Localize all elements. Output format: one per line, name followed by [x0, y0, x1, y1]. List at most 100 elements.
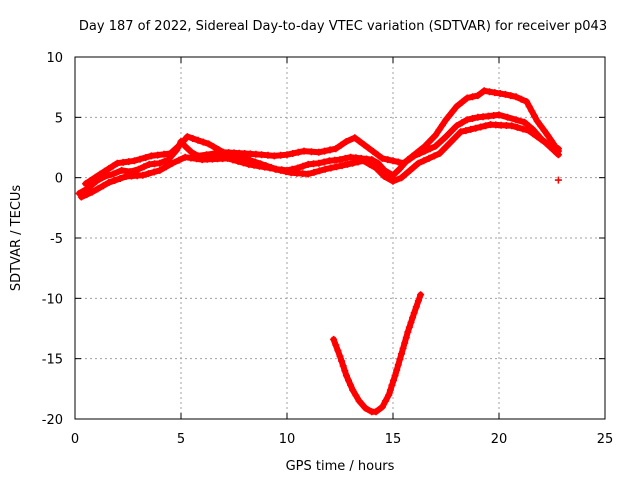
data-point — [405, 323, 413, 331]
data-point — [172, 145, 180, 153]
data-point — [446, 111, 453, 119]
data-point — [304, 170, 312, 178]
data-point — [154, 151, 162, 159]
data-point — [118, 166, 126, 174]
data-point — [224, 154, 232, 162]
data-point — [410, 309, 418, 317]
data-point — [366, 160, 374, 168]
data-point — [463, 116, 471, 124]
data-point — [542, 139, 550, 147]
data-point — [351, 134, 359, 142]
data-point — [342, 372, 350, 380]
data-point — [398, 350, 405, 358]
data-point — [523, 98, 531, 106]
data-point — [382, 397, 390, 405]
data-point — [425, 154, 433, 162]
data-point — [546, 143, 554, 151]
data-point — [520, 118, 528, 126]
data-point — [136, 155, 144, 163]
data-point — [402, 170, 410, 178]
data-point — [453, 131, 461, 139]
data-point — [359, 157, 367, 165]
data-point — [355, 397, 363, 405]
data-point — [365, 144, 373, 152]
data-point — [554, 176, 562, 184]
data-point — [96, 170, 104, 178]
data-point — [443, 142, 451, 150]
data-point — [83, 191, 91, 199]
data-point — [320, 158, 328, 166]
data-point — [258, 151, 266, 159]
data-point — [426, 145, 434, 153]
data-point — [372, 408, 380, 416]
data-point — [407, 319, 415, 326]
data-point — [457, 128, 465, 136]
data-point — [386, 386, 394, 394]
data-point — [537, 122, 545, 130]
data-point — [229, 156, 237, 164]
data-point — [99, 182, 107, 190]
data-point — [368, 156, 376, 164]
y-axis-label: SDTVAR / TECUs — [9, 185, 24, 292]
data-point — [420, 157, 428, 165]
data-point — [533, 117, 541, 125]
data-point — [446, 139, 454, 147]
data-point — [336, 352, 344, 360]
data-point — [283, 151, 291, 159]
data-point — [414, 159, 422, 167]
data-point — [332, 341, 340, 349]
data-point — [105, 179, 113, 186]
data-point — [385, 391, 393, 399]
data-point — [343, 160, 351, 168]
data-points-layer — [75, 87, 562, 416]
data-point — [94, 185, 102, 193]
series-upper-spread — [82, 87, 562, 188]
data-point — [424, 139, 432, 147]
data-point — [337, 141, 345, 149]
data-point — [349, 386, 357, 394]
data-point — [435, 126, 443, 134]
data-point — [234, 157, 242, 165]
data-point — [164, 156, 172, 164]
data-point — [436, 150, 444, 157]
data-point — [199, 138, 207, 146]
data-point — [544, 131, 552, 139]
data-point — [369, 148, 377, 155]
data-point — [389, 171, 397, 179]
data-point — [540, 127, 548, 135]
data-point — [82, 180, 90, 188]
data-point — [507, 92, 515, 100]
data-point — [486, 88, 493, 96]
data-point — [508, 122, 516, 130]
y-tick-label: -5 — [50, 232, 63, 247]
data-point — [453, 122, 461, 130]
data-point — [264, 151, 272, 159]
data-point — [135, 165, 143, 173]
data-point — [374, 159, 382, 167]
data-point — [342, 138, 350, 145]
y-tick-label: 0 — [55, 172, 63, 187]
data-point — [480, 87, 488, 95]
data-point — [458, 98, 466, 106]
data-point — [450, 135, 458, 143]
data-point — [277, 166, 285, 174]
data-point — [299, 162, 307, 170]
data-point — [462, 127, 470, 135]
data-point — [437, 138, 445, 145]
y-tick-label: 5 — [55, 111, 63, 126]
data-point — [330, 335, 338, 343]
data-point — [431, 131, 439, 139]
data-point — [109, 170, 117, 178]
data-point — [210, 143, 217, 151]
x-tick-label: 25 — [597, 432, 614, 447]
series-line — [330, 291, 424, 415]
data-point — [347, 381, 355, 389]
data-point — [442, 116, 450, 124]
data-point — [512, 116, 520, 124]
data-point — [431, 142, 439, 150]
data-point — [92, 173, 99, 181]
data-point — [289, 150, 297, 157]
data-point — [334, 347, 342, 355]
data-point — [525, 127, 533, 135]
data-point — [105, 165, 113, 173]
